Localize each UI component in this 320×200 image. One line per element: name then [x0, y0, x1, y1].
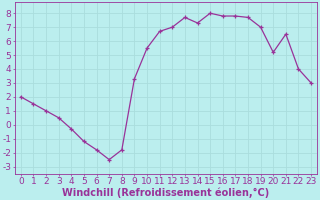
X-axis label: Windchill (Refroidissement éolien,°C): Windchill (Refroidissement éolien,°C) [62, 187, 270, 198]
